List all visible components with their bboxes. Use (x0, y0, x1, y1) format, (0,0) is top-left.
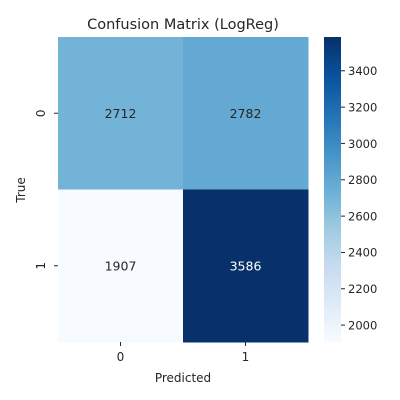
heatmap-cell-0-0 (58, 37, 184, 190)
heatmap-cells (58, 37, 309, 343)
y-tick-label-0: 0 (34, 109, 48, 117)
colorbar-tick-label-1: 2200 (348, 282, 377, 296)
cell-value-label-1-1: 3586 (230, 258, 262, 273)
x-tick-label-0: 0 (117, 350, 125, 364)
colorbar-tick-label-4: 2800 (348, 173, 377, 187)
colorbar-tick-label-2: 2400 (348, 246, 377, 260)
x-tick-label-1: 1 (242, 350, 250, 364)
cell-value-label-1-0: 1907 (105, 258, 137, 273)
colorbar-tick-label-0: 2000 (348, 318, 377, 332)
x-axis-label: Predicted (155, 371, 211, 385)
colorbar-tick-label-7: 3400 (348, 64, 377, 78)
colorbar-tick-label-5: 3000 (348, 137, 377, 151)
heatmap-cell-1-0 (58, 189, 184, 343)
cell-value-label-0-1: 2782 (230, 106, 262, 121)
y-axis-ticks: 01 (34, 109, 58, 270)
colorbar-ticks: 2000 2200 2400 2600 2800 3000 3200 3400 (341, 64, 377, 332)
y-axis-label: True (14, 177, 28, 204)
chart-title: Confusion Matrix (LogReg) (87, 17, 279, 33)
y-tick-label-1: 1 (34, 262, 48, 270)
heatmap-cell-0-1 (183, 37, 309, 190)
colorbar (324, 37, 341, 342)
cell-value-label-0-0: 2712 (105, 106, 137, 121)
heatmap-cell-1-1 (183, 189, 309, 343)
heatmap-cell-labels: 2712 2782 1907 3586 (105, 106, 262, 274)
colorbar-tick-label-3: 2600 (348, 209, 377, 223)
colorbar-tick-label-6: 3200 (348, 100, 377, 114)
